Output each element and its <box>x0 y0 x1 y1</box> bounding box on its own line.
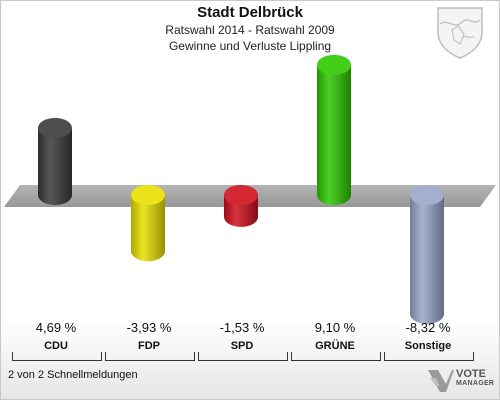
chart-title: Stadt Delbrück <box>197 4 303 21</box>
bar-fdp <box>131 185 165 262</box>
value-label-sonstige: -8,32 % <box>405 320 451 335</box>
bar-bottom-cap <box>38 185 72 205</box>
value-label-spd: -1,53 % <box>219 320 265 335</box>
category-bracket <box>105 352 195 361</box>
logo-line-manager: MANAGER <box>456 380 495 387</box>
bar-bottom-cap <box>317 185 351 205</box>
value-label-fdp: -3,93 % <box>126 320 172 335</box>
bar-grüne <box>317 54 351 205</box>
bar-body <box>410 195 444 314</box>
bar-top-cap <box>38 117 72 138</box>
chart-subtitle-area: Gewinne und Verluste Lippling <box>168 39 332 53</box>
bar-top-cap <box>131 185 165 205</box>
bar-bottom-cap <box>131 241 165 262</box>
bar-sonstige <box>410 185 444 324</box>
value-label-grüne: 9,10 % <box>314 320 356 335</box>
category-label-cdu: CDU <box>44 340 68 352</box>
bar-bottom-cap <box>410 303 444 324</box>
footer-note: 2 von 2 Schnellmeldungen <box>8 369 138 381</box>
category-label-spd: SPD <box>230 340 254 352</box>
bar-body <box>317 64 351 196</box>
category-label-grüne: GRÜNE <box>315 340 355 352</box>
category-bracket <box>12 352 102 361</box>
coat-of-arms-icon <box>437 7 483 59</box>
bar-bottom-cap <box>224 206 258 227</box>
category-label-sonstige: Sonstige <box>404 340 452 352</box>
chart-subtitle-election: Ratswahl 2014 - Ratswahl 2009 <box>165 23 335 37</box>
vote-manager-logo-icon <box>428 370 454 392</box>
bar-top-cap <box>317 54 351 75</box>
category-bracket <box>291 352 381 361</box>
vote-manager-logo: VOTE MANAGER <box>456 369 494 389</box>
bar-spd <box>224 185 258 227</box>
bar-cdu <box>38 117 72 205</box>
logo-line-vote: VOTE <box>456 368 486 380</box>
category-bracket <box>384 352 474 361</box>
category-label-fdp: FDP <box>138 340 160 352</box>
category-bracket <box>198 352 288 361</box>
bar-top-cap <box>224 185 258 205</box>
bar-body <box>38 127 72 195</box>
value-label-cdu: 4,69 % <box>35 320 77 335</box>
bar-top-cap <box>410 185 444 205</box>
